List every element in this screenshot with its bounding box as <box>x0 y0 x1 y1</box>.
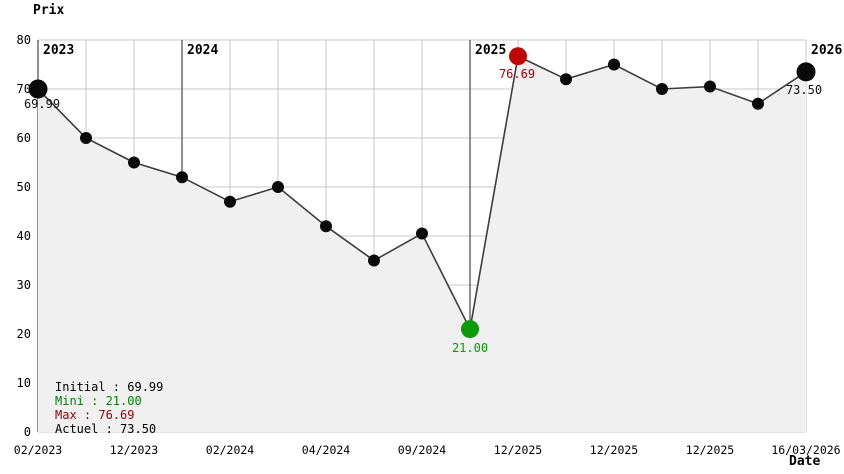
x-axis-title: Date <box>789 454 821 469</box>
x-tick-label: 02/2024 <box>206 443 255 457</box>
data-point <box>176 171 188 184</box>
y-tick-label: 60 <box>17 131 31 145</box>
data-point <box>656 83 668 95</box>
data-point <box>320 220 332 233</box>
x-tick-label: 12/2023 <box>110 443 159 457</box>
y-tick-label: 70 <box>17 82 31 96</box>
point-value-label: 69.99 <box>24 97 60 111</box>
x-tick-label: 12/2025 <box>590 443 638 457</box>
data-point <box>704 80 716 93</box>
data-point <box>224 195 236 208</box>
x-tick-label: 12/2025 <box>494 443 542 457</box>
legend-row-initial: Initial : 69.99 <box>55 380 164 394</box>
x-tick-label: 16/03/2026 <box>771 443 840 457</box>
x-tick-label: 12/2025 <box>686 443 734 457</box>
data-point-initial <box>28 79 48 99</box>
x-tick-label: 09/2024 <box>398 443 447 457</box>
data-point <box>752 97 764 110</box>
point-value-label: 21.00 <box>452 341 488 355</box>
point-value-label: 73.50 <box>786 83 822 97</box>
year-label: 2024 <box>187 43 218 58</box>
y-tick-label: 20 <box>17 327 31 341</box>
data-point-max <box>509 47 527 66</box>
legend-row-max: Max : 76.69 <box>55 408 135 422</box>
data-point-min <box>461 320 479 339</box>
x-tick-label: 02/2023 <box>14 443 63 457</box>
data-point <box>560 73 572 86</box>
point-value-label: 76.69 <box>499 67 535 81</box>
year-label: 2025 <box>475 43 506 58</box>
y-tick-label: 80 <box>17 33 31 47</box>
y-tick-label: 0 <box>24 425 31 439</box>
area-fill <box>38 56 806 433</box>
price-stats-legend: Initial : 69.99 Mini : 21.00 Max : 76.69 Ac… <box>55 380 163 436</box>
y-tick-label: 30 <box>17 278 31 292</box>
data-point <box>608 58 620 71</box>
legend-row-actuel: Actuel : 73.50 <box>55 422 157 436</box>
y-tick-label: 40 <box>17 229 31 243</box>
year-label: 2026 <box>811 43 842 58</box>
data-point <box>128 156 140 169</box>
data-point <box>80 132 92 144</box>
data-point <box>368 254 380 267</box>
x-tick-label: 04/2024 <box>302 443 351 457</box>
y-tick-label: 50 <box>17 180 31 194</box>
data-point-current <box>796 62 816 82</box>
y-tick-label: 10 <box>17 376 31 390</box>
legend-row-mini: Mini : 21.00 <box>55 394 142 408</box>
data-point <box>416 227 428 240</box>
year-label: 2023 <box>43 43 74 58</box>
y-axis-title: Prix <box>33 3 65 18</box>
data-point <box>272 181 284 193</box>
